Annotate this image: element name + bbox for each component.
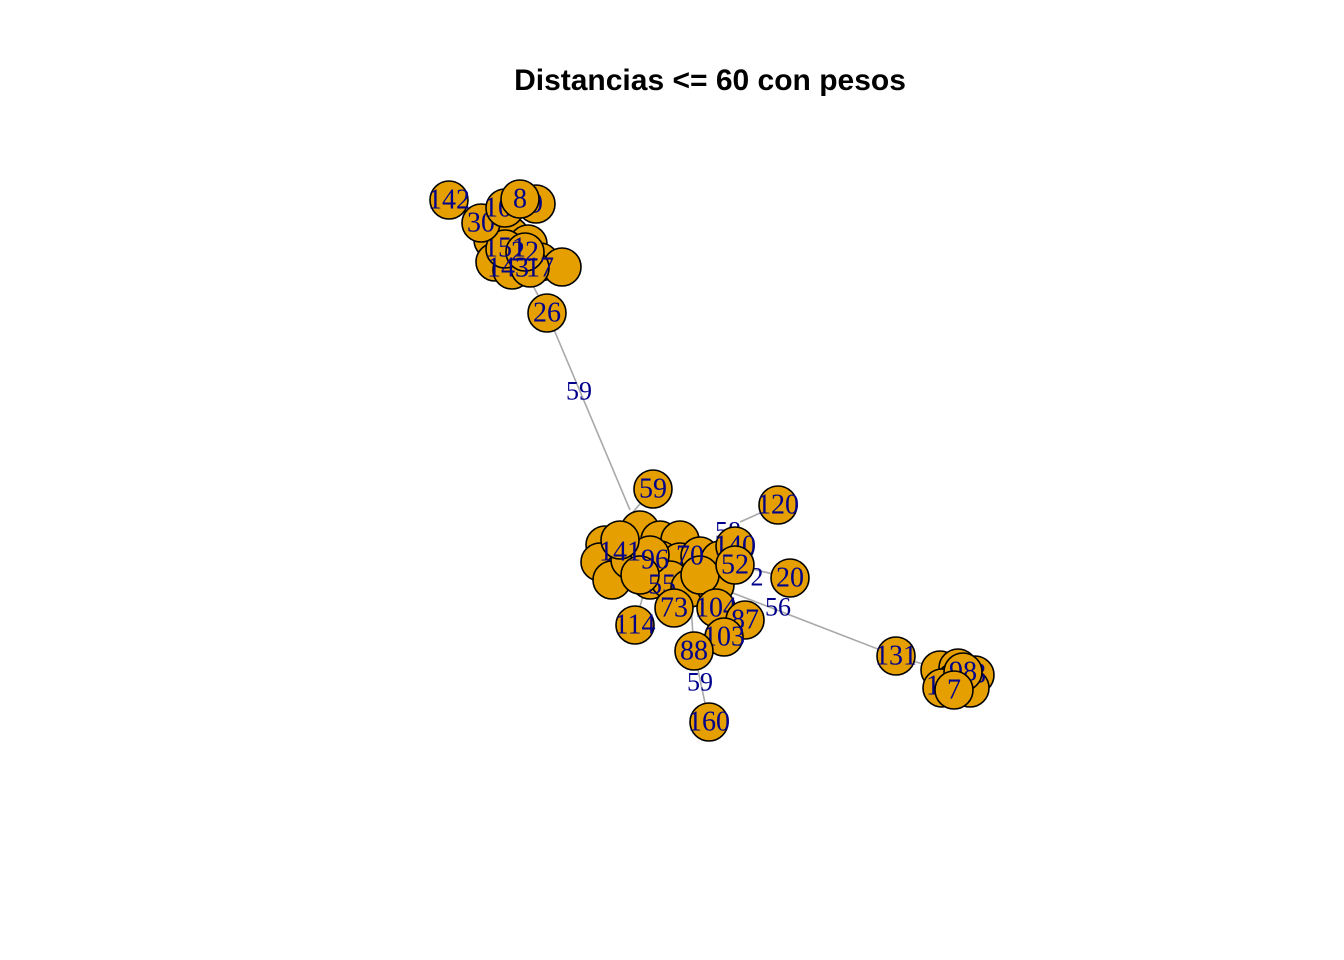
vertex-circle xyxy=(689,702,729,742)
cluster-vertex-label: 143 xyxy=(487,253,529,284)
vertex: 8 xyxy=(500,179,540,219)
cluster-vertex-label: 141 xyxy=(599,537,641,568)
vertex: 120 xyxy=(757,485,799,525)
vertex-circle xyxy=(934,670,974,710)
vertex-label: 131 xyxy=(875,641,917,672)
vertex: 26 xyxy=(527,293,567,333)
vertex-label: 73 xyxy=(660,593,688,624)
vertex-label: 52 xyxy=(721,550,749,581)
vertex: 114 xyxy=(615,605,656,645)
vertex: 52 xyxy=(715,545,755,585)
vertex-label: 114 xyxy=(615,610,656,641)
cluster-vertex-label: 70 xyxy=(676,541,704,572)
vertex-label: 142 xyxy=(428,185,470,216)
cluster-vertex-label: 96 xyxy=(641,545,669,576)
cluster-vertex-label: 17 xyxy=(526,253,554,284)
vertex-circle xyxy=(615,605,655,645)
vertex: 160 xyxy=(688,702,730,742)
cluster-filler-nodes: 15122143171419670551598 xyxy=(473,216,995,708)
vertices: 1423010398265912014052201048773114103881… xyxy=(428,179,983,742)
vertex-circle xyxy=(429,180,469,220)
vertex-circle xyxy=(654,588,694,628)
vertex-label: 8 xyxy=(513,184,527,215)
vertex-circle xyxy=(674,631,714,671)
vertex: 20 xyxy=(770,558,810,598)
vertex-label: 20 xyxy=(776,563,804,594)
vertex-circle xyxy=(633,469,673,509)
vertex: 103 xyxy=(703,617,745,657)
cluster-vertex xyxy=(600,520,640,560)
vertex: 59 xyxy=(633,469,673,509)
vertex: 88 xyxy=(674,631,714,671)
plot-title: Distancias <= 60 con pesos xyxy=(514,64,906,97)
vertex: 73 xyxy=(654,588,694,628)
vertex-label: 160 xyxy=(688,707,730,738)
edge-line xyxy=(724,589,897,657)
vertex-label: 88 xyxy=(680,636,708,667)
cluster-vertex xyxy=(620,555,660,595)
vertex: 131 xyxy=(875,636,917,676)
vertex-circle xyxy=(770,558,810,598)
vertex-label: 26 xyxy=(533,298,561,329)
edge-line xyxy=(546,312,631,511)
vertex-circle xyxy=(758,485,798,525)
vertex-label: 120 xyxy=(757,490,799,521)
edge-weight-label: 59 xyxy=(566,377,592,406)
vertex-label: 59 xyxy=(639,474,667,505)
edge-weight-label: 59 xyxy=(687,668,713,697)
vertex-circle xyxy=(715,545,755,585)
vertex-circle xyxy=(500,179,540,219)
vertex: 7 xyxy=(934,670,974,710)
vertex-circle xyxy=(876,636,916,676)
cluster-vertex xyxy=(505,232,545,272)
vertex-circle xyxy=(527,293,567,333)
vertex-label: 7 xyxy=(947,675,961,706)
cluster-vertex-label: 22 xyxy=(511,237,539,268)
vertex: 142 xyxy=(428,180,470,220)
